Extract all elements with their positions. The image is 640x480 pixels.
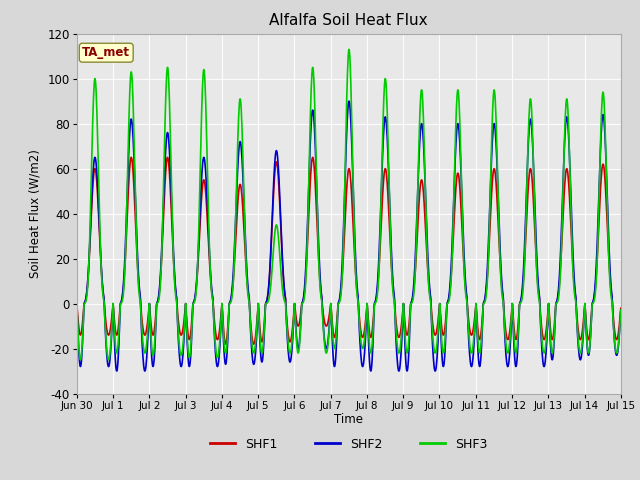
Title: Alfalfa Soil Heat Flux: Alfalfa Soil Heat Flux xyxy=(269,13,428,28)
SHF1 xyxy=(505,334,513,340)
SHF2 xyxy=(345,98,353,104)
SHF3 xyxy=(255,317,263,323)
SHF2 xyxy=(181,317,189,323)
Line: SHF2: SHF2 xyxy=(77,101,621,371)
SHF1 xyxy=(434,320,442,325)
SHF2 xyxy=(553,298,561,304)
SHF2 xyxy=(617,308,625,313)
SHF2 xyxy=(141,368,148,374)
Y-axis label: Soil Heat Flux (W/m2): Soil Heat Flux (W/m2) xyxy=(29,149,42,278)
SHF3 xyxy=(434,331,442,336)
SHF1 xyxy=(73,300,81,306)
SHF1 xyxy=(553,299,561,304)
SHF3 xyxy=(505,347,513,352)
SHF1 xyxy=(255,319,263,324)
SHF3 xyxy=(617,307,625,313)
SHF3 xyxy=(195,248,202,253)
SHF1 xyxy=(250,341,257,347)
X-axis label: Time: Time xyxy=(334,413,364,426)
Text: TA_met: TA_met xyxy=(82,46,131,59)
SHF2 xyxy=(195,251,202,257)
SHF1 xyxy=(181,309,189,314)
SHF2 xyxy=(255,320,263,325)
SHF1 xyxy=(127,155,135,160)
Legend: SHF1, SHF2, SHF3: SHF1, SHF2, SHF3 xyxy=(205,433,492,456)
SHF3 xyxy=(73,300,81,306)
SHF3 xyxy=(105,357,113,363)
SHF1 xyxy=(617,305,625,311)
SHF3 xyxy=(345,47,353,52)
Line: SHF1: SHF1 xyxy=(77,157,621,344)
SHF2 xyxy=(73,300,81,306)
SHF1 xyxy=(195,259,202,264)
SHF3 xyxy=(553,300,561,306)
SHF3 xyxy=(181,314,189,320)
Line: SHF3: SHF3 xyxy=(77,49,621,360)
SHF2 xyxy=(505,359,513,365)
SHF2 xyxy=(434,342,442,348)
